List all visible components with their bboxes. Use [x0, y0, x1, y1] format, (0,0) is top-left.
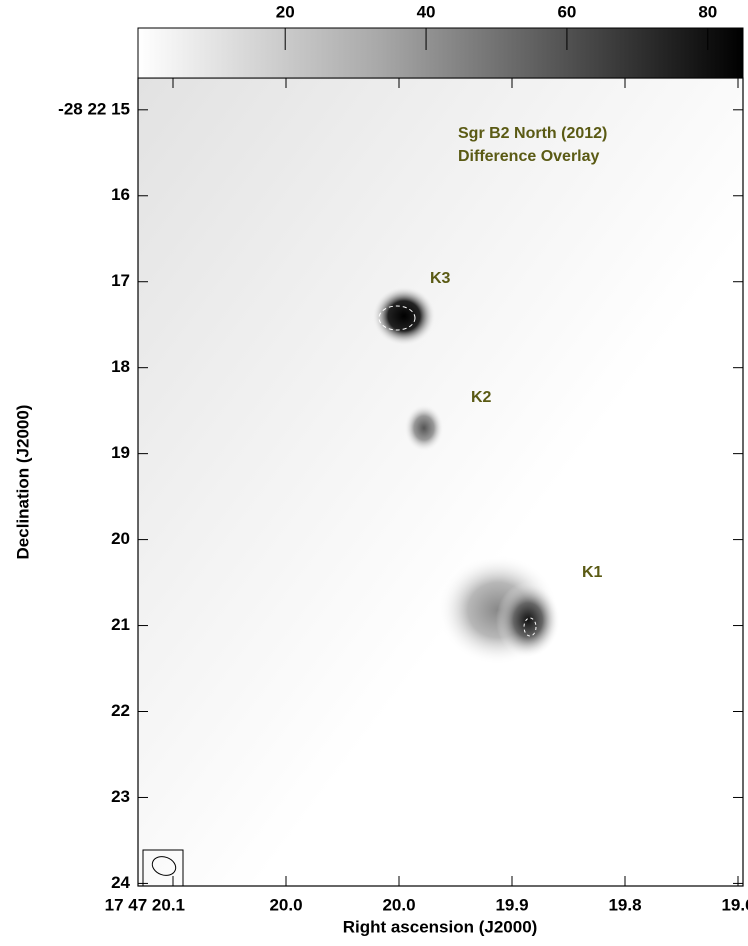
- y-axis-label: Declination (J2000): [13, 405, 32, 560]
- y-tick-label: 23: [111, 787, 130, 806]
- contour: [523, 617, 537, 637]
- image-background: [138, 78, 743, 886]
- x-tick-label: 20.0: [269, 895, 302, 914]
- source-label: K2: [471, 389, 492, 406]
- subtitle: Difference Overlay: [458, 148, 600, 165]
- y-tick-label: -28 22 15: [58, 99, 130, 118]
- source-label: K3: [430, 270, 451, 287]
- colorbar: [137, 27, 744, 79]
- x-tick-label: 19.8: [608, 895, 641, 914]
- y-tick-label: 16: [111, 185, 130, 204]
- x-axis-label: Right ascension (J2000): [343, 917, 538, 936]
- contour: [378, 305, 416, 331]
- colorbar-tick-label: 60: [557, 2, 576, 21]
- emission: [496, 582, 560, 658]
- colorbar-tick-label: 20: [276, 2, 295, 21]
- x-tick-label: 19.9: [495, 895, 528, 914]
- y-tick-label: 21: [111, 615, 130, 634]
- emission: [372, 286, 436, 346]
- title: Sgr B2 North (2012): [458, 125, 607, 142]
- y-tick-label: 22: [111, 701, 130, 720]
- x-tick-label: 19.6: [721, 895, 748, 914]
- emission: [404, 404, 444, 452]
- y-tick-label: 19: [111, 443, 130, 462]
- y-tick-label: 17: [111, 271, 130, 290]
- x-tick-label: 20.0: [382, 895, 415, 914]
- source-label: K1: [582, 564, 603, 581]
- y-tick-label: 24: [111, 873, 130, 892]
- plot: [137, 77, 744, 887]
- colorbar-tick-label: 80: [698, 2, 717, 21]
- y-tick-label: 18: [111, 357, 130, 376]
- x-tick-label: 17 47 20.1: [105, 895, 185, 914]
- y-tick-label: 20: [111, 529, 130, 548]
- colorbar-tick-label: 40: [417, 2, 436, 21]
- beam: [151, 856, 177, 876]
